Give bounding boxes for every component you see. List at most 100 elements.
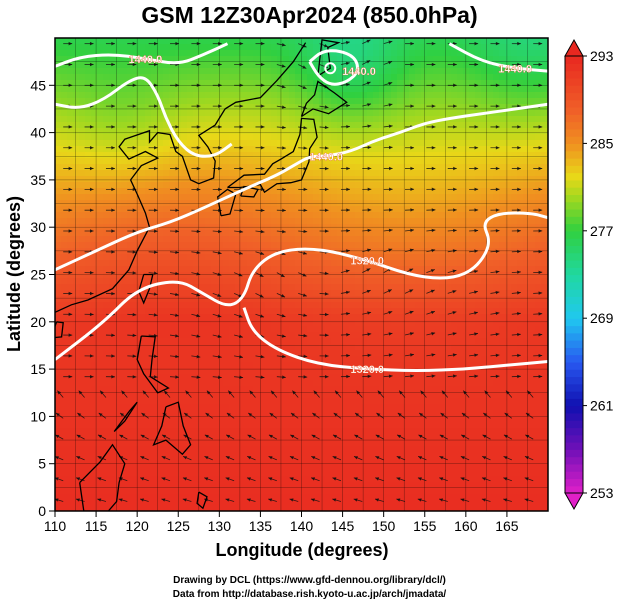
heat-cell <box>259 278 266 285</box>
heat-cell <box>361 488 368 495</box>
heat-cell <box>295 506 302 511</box>
heat-cell <box>385 158 392 165</box>
heat-cell <box>265 92 272 99</box>
heat-cell <box>199 482 206 489</box>
heat-cell <box>325 470 332 477</box>
heat-cell <box>367 188 374 195</box>
heat-cell <box>289 230 296 237</box>
heat-cell <box>355 242 362 249</box>
heat-cell <box>295 284 302 291</box>
heat-cell <box>403 230 410 237</box>
heat-cell <box>265 434 272 441</box>
heat-cell <box>253 152 260 159</box>
heat-cell <box>295 410 302 417</box>
heat-cell <box>73 458 80 465</box>
heat-cell <box>223 170 230 177</box>
heat-cell <box>355 278 362 285</box>
heat-cell <box>355 338 362 345</box>
heat-cell <box>121 56 128 63</box>
heat-cell <box>145 182 152 189</box>
heat-cell <box>139 68 146 75</box>
heat-cell <box>145 296 152 303</box>
heat-cell <box>343 290 350 297</box>
heat-cell <box>373 134 380 141</box>
heat-cell <box>199 86 206 93</box>
heat-cell <box>307 332 314 339</box>
heat-cell <box>337 326 344 333</box>
heat-cell <box>145 86 152 93</box>
heat-cell <box>193 464 200 471</box>
heat-cell <box>121 308 128 315</box>
heat-cell <box>379 50 386 57</box>
heat-cell <box>121 314 128 321</box>
heat-cell <box>415 284 422 291</box>
heat-cell <box>313 374 320 381</box>
heat-cell <box>253 320 260 327</box>
heat-cell <box>421 116 428 123</box>
heat-cell <box>217 428 224 435</box>
heat-cell <box>391 290 398 297</box>
heat-cell <box>301 218 308 225</box>
heat-cell <box>103 218 110 225</box>
heat-cell <box>79 428 86 435</box>
heat-cell <box>337 356 344 363</box>
heat-cell <box>385 50 392 57</box>
heat-cell <box>109 494 116 501</box>
heat-cell <box>97 104 104 111</box>
heat-cell <box>133 140 140 147</box>
heat-cell <box>199 50 206 57</box>
heat-cell <box>403 332 410 339</box>
heat-cell <box>409 356 416 363</box>
heat-cell <box>211 320 218 327</box>
heat-cell <box>103 410 110 417</box>
heat-cell <box>349 500 356 507</box>
heat-cell <box>151 494 158 501</box>
heat-cell <box>397 104 404 111</box>
heat-cell <box>427 434 434 441</box>
heat-cell <box>325 410 332 417</box>
heat-cell <box>229 266 236 273</box>
heat-cell <box>421 266 428 273</box>
heat-cell <box>109 506 116 511</box>
heat-cell <box>103 152 110 159</box>
heat-cell <box>235 434 242 441</box>
heat-cell <box>415 194 422 201</box>
heat-cell <box>235 128 242 135</box>
heat-cell <box>91 422 98 429</box>
heat-cell <box>187 434 194 441</box>
heat-cell <box>127 86 134 93</box>
heat-cell <box>139 140 146 147</box>
heat-cell <box>187 248 194 255</box>
heat-cell <box>331 98 338 105</box>
heat-cell <box>391 458 398 465</box>
heat-cell <box>283 440 290 447</box>
heat-cell <box>361 392 368 399</box>
heat-cell <box>373 236 380 243</box>
heat-cell <box>223 488 230 495</box>
heat-cell <box>235 386 242 393</box>
heat-cell <box>127 74 134 81</box>
heat-cell <box>139 44 146 51</box>
heat-cell <box>277 410 284 417</box>
heat-cell <box>61 146 68 153</box>
heat-cell <box>229 188 236 195</box>
heat-cell <box>157 122 164 129</box>
heat-cell <box>349 374 356 381</box>
heat-cell <box>373 404 380 411</box>
heat-cell <box>241 410 248 417</box>
heat-cell <box>223 200 230 207</box>
heat-cell <box>97 116 104 123</box>
heat-cell <box>55 248 62 255</box>
heat-cell <box>133 500 140 507</box>
heat-cell <box>109 74 116 81</box>
heat-cell <box>163 38 170 45</box>
heat-cell <box>145 134 152 141</box>
heat-cell <box>385 62 392 69</box>
heat-cell <box>73 362 80 369</box>
heat-cell <box>223 446 230 453</box>
heat-cell <box>361 152 368 159</box>
heat-cell <box>109 176 116 183</box>
heat-cell <box>73 188 80 195</box>
heat-cell <box>181 122 188 129</box>
heat-cell <box>373 188 380 195</box>
